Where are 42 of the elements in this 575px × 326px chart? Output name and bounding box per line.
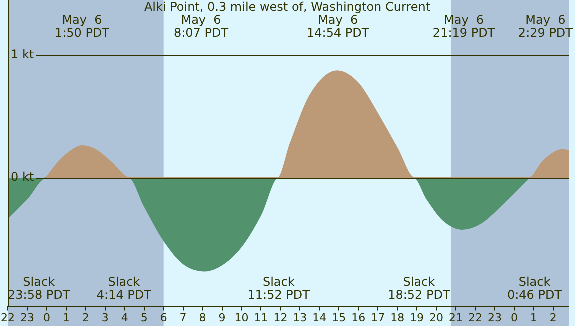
x-tick-label: 9: [218, 311, 226, 324]
y-tick-label: 1 kt: [11, 47, 34, 62]
annotation: Slack 0:46 PDT: [507, 274, 563, 302]
x-tick-label: 13: [293, 311, 308, 324]
annotation: May 6 1:50 PDT: [54, 13, 110, 40]
chart-title: Alki Point, 0.3 mile west of, Washington Current: [144, 0, 431, 14]
x-tick-label: 3: [102, 311, 109, 324]
x-tick-label: 7: [180, 311, 187, 324]
x-tick-label: 19: [410, 311, 424, 324]
annotation: Slack 18:52 PDT: [388, 274, 451, 302]
annotation: Slack 11:52 PDT: [248, 274, 311, 302]
x-tick-label: 2: [550, 311, 557, 324]
x-tick-label: 8: [199, 311, 206, 324]
x-tick-label: 0: [510, 311, 518, 324]
x-tick-label: 23: [20, 311, 34, 324]
x-tick-label: 21: [449, 311, 464, 324]
x-tick-label: 17: [371, 311, 386, 324]
x-tick-label: 14: [312, 311, 327, 324]
x-tick-label: 2: [82, 311, 90, 324]
annotation: Slack 23:58 PDT: [8, 274, 71, 302]
annotation: May 6 8:07 PDT: [174, 13, 230, 40]
annotation: May 6 2:29 PDT: [518, 13, 574, 40]
x-tick-label: 18: [390, 311, 405, 324]
x-tick-label: 5: [140, 311, 148, 324]
x-tick-label: 20: [430, 311, 444, 324]
x-tick-label: 16: [352, 311, 366, 324]
y-tick-label: 0 kt: [11, 170, 34, 184]
annotation: May 6 14:54 PDT: [307, 13, 370, 40]
x-tick-label: 0: [43, 311, 50, 324]
annotation: May 6 21:19 PDT: [432, 13, 496, 40]
x-tick-label: 15: [332, 311, 346, 324]
x-tick-label: 4: [121, 311, 128, 324]
x-tick-label: 11: [254, 311, 268, 324]
x-tick-label: 1: [530, 311, 538, 324]
x-tick-label: 12: [274, 311, 288, 324]
x-tick-label: 10: [234, 311, 249, 324]
x-tick-label: 1: [62, 311, 70, 324]
annotation: Slack 4:14 PDT: [96, 274, 152, 302]
x-tick-label: 22: [468, 311, 482, 324]
x-tick-label: 6: [160, 311, 168, 324]
x-tick-label: 23: [488, 311, 502, 324]
x-tick-label: 22: [1, 311, 15, 324]
